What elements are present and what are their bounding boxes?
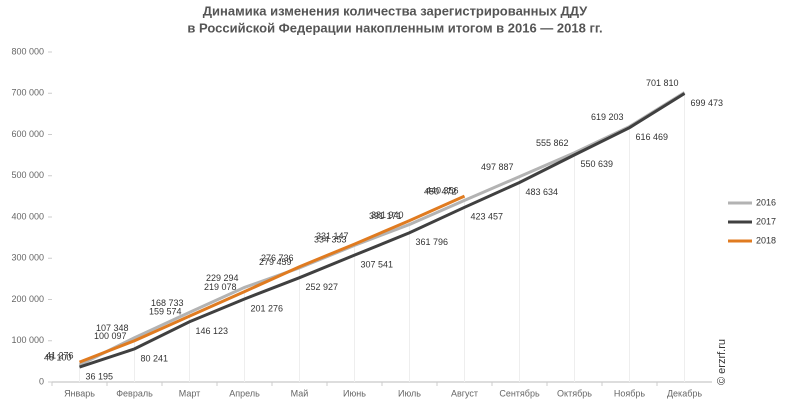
series-line <box>79 92 686 369</box>
y-tick-label: 0 <box>39 376 44 386</box>
chart-subtitle: в Российской Федерации накопленным итого… <box>187 20 602 35</box>
x-tick-label: Апрель <box>229 388 260 398</box>
x-tick-label: Октябрь <box>557 388 592 398</box>
y-tick-label: 100 000 <box>11 335 44 345</box>
data-label: 550 639 <box>581 159 614 169</box>
legend-label: 2018 <box>756 235 776 245</box>
x-tick-label: Февраль <box>116 388 153 398</box>
data-label: 146 123 <box>196 326 229 336</box>
legend-label: 2017 <box>756 216 776 226</box>
data-label: 361 796 <box>416 237 449 247</box>
data-label: 423 457 <box>471 212 504 222</box>
data-label: 107 348 <box>96 323 129 333</box>
data-label: 219 078 <box>204 282 237 292</box>
data-label: 699 473 <box>691 98 724 108</box>
data-label: 381 940 <box>371 210 404 220</box>
legend-label: 2016 <box>756 197 776 207</box>
data-label: 80 241 <box>141 353 169 363</box>
x-tick-label: Июнь <box>343 388 366 398</box>
data-label: 450 472 <box>424 187 457 197</box>
data-label: 229 294 <box>206 273 239 283</box>
y-tick-label: 700 000 <box>11 88 44 98</box>
x-tick-label: Июль <box>398 388 421 398</box>
data-label: 36 195 <box>86 371 114 381</box>
x-tick-label: Декабрь <box>667 388 702 398</box>
data-label: 497 887 <box>481 162 514 172</box>
data-label: 334 353 <box>314 234 347 244</box>
data-label: 555 862 <box>536 138 569 148</box>
data-label: 48 100 <box>44 353 72 363</box>
data-label: 252 927 <box>306 282 339 292</box>
data-label: 307 541 <box>361 260 394 270</box>
data-label: 279 459 <box>259 257 292 267</box>
y-tick-label: 300 000 <box>11 253 44 263</box>
y-tick-label: 600 000 <box>11 129 44 139</box>
x-tick-label: Ноябрь <box>614 388 646 398</box>
data-label: 391 171 <box>369 211 402 221</box>
y-tick-label: 500 000 <box>11 170 44 180</box>
data-label: 168 733 <box>151 298 184 308</box>
x-tick-label: Сентябрь <box>499 388 540 398</box>
chart-title: Динамика изменения количества зарегистри… <box>203 3 588 18</box>
y-tick-label: 800 000 <box>11 46 44 56</box>
y-tick-label: 400 000 <box>11 211 44 221</box>
series-line <box>78 91 686 367</box>
data-label: 701 810 <box>646 78 679 88</box>
data-label: 483 634 <box>526 187 559 197</box>
data-label: 201 276 <box>251 303 284 313</box>
x-tick-label: Май <box>291 388 309 398</box>
x-tick-label: Март <box>179 388 201 398</box>
data-label: 276 736 <box>261 253 294 263</box>
data-label: 440 356 <box>426 186 459 196</box>
x-tick-label: Август <box>451 388 478 398</box>
data-label: 159 574 <box>149 307 182 317</box>
x-tick-label: Январь <box>64 388 95 398</box>
data-label: 331 147 <box>316 231 349 241</box>
series-line <box>78 194 466 364</box>
data-label: 100 097 <box>94 331 127 341</box>
data-label: 619 203 <box>591 112 624 122</box>
data-label: 616 469 <box>636 132 669 142</box>
data-label: 41 276 <box>46 350 74 360</box>
y-tick-label: 200 000 <box>11 294 44 304</box>
watermark: © erzrf.ru <box>716 339 728 385</box>
